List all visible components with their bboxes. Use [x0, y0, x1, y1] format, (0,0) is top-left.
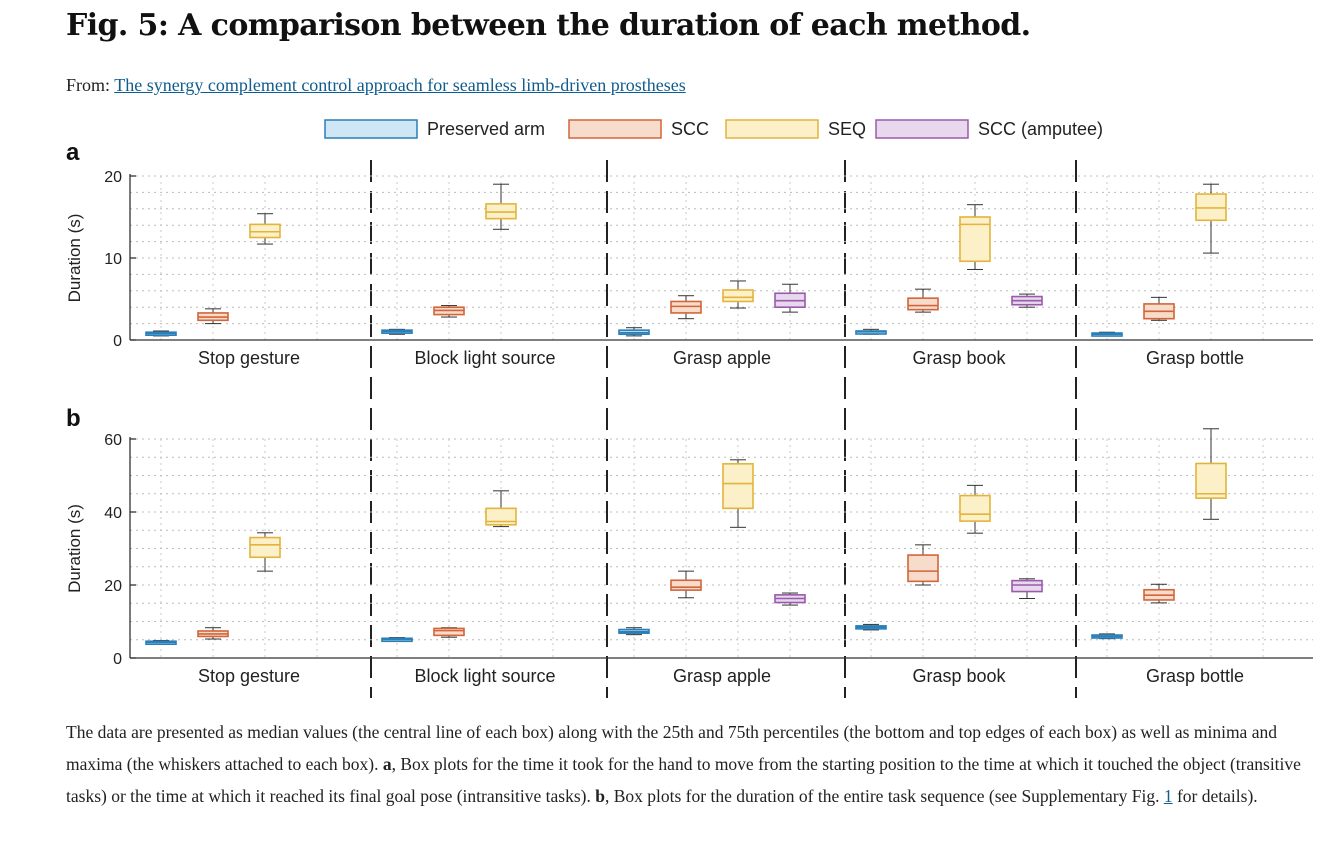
caption-text-4: for details). [1172, 786, 1258, 806]
x-category-label: Grasp bottle [1146, 666, 1244, 686]
box-seq [1195, 462, 1227, 499]
box-seq [959, 494, 991, 522]
caption-text-1: The data are presented as median values … [66, 722, 1277, 774]
figure-chart: Preserved arm SCC SEQ SCC (amputee) a 0 10 20 Du… [65, 119, 1313, 698]
box-seq [722, 463, 754, 510]
legend-swatch-scc [568, 119, 662, 139]
y-axis-label: Duration (s) [65, 214, 84, 303]
box-seq [485, 507, 517, 526]
x-category-label: Stop gesture [198, 666, 300, 686]
caption-panel-a-label: a [382, 754, 392, 774]
box-seq [485, 203, 517, 220]
from-label: From: [66, 75, 111, 95]
caption-text-3: , Box plots for the duration of the enti… [604, 786, 1164, 806]
y-tick-label: 0 [113, 333, 122, 350]
y-tick-label: 0 [113, 651, 122, 668]
supplementary-figure-link[interactable]: 1 [1163, 786, 1173, 806]
x-category-label: Stop gesture [198, 348, 300, 368]
y-axis-label: Duration (s) [65, 504, 84, 593]
figure-title: Fig. 5: A comparison between the duratio… [66, 8, 1031, 43]
legend-swatch-scc-amputee [875, 119, 969, 139]
box-scc [907, 297, 939, 311]
source-line: From: The synergy complement control app… [66, 75, 686, 96]
x-category-label: Grasp apple [673, 348, 771, 368]
box-seq [249, 223, 281, 239]
y-tick-label: 20 [104, 578, 122, 595]
legend-label: SCC [671, 119, 709, 139]
x-category-label: Grasp book [912, 666, 1006, 686]
box-scc [670, 579, 702, 591]
legend-label: Preserved arm [427, 119, 545, 139]
panel-label-b: b [66, 405, 81, 432]
caption-panel-b-label: b [595, 786, 605, 806]
box-scc-amputee [1011, 579, 1043, 593]
box-seq [249, 536, 281, 559]
x-category-label: Grasp bottle [1146, 348, 1244, 368]
legend-label: SCC (amputee) [978, 119, 1103, 139]
y-tick-label: 40 [104, 505, 122, 522]
legend-swatch-preserved-arm [324, 119, 418, 139]
box-scc [670, 300, 702, 314]
caption-text-2: , Box plots for the time it took for the… [66, 754, 1301, 806]
box-scc [433, 627, 465, 637]
x-category-label: Grasp apple [673, 666, 771, 686]
legend-label: SEQ [828, 119, 866, 139]
y-tick-label: 10 [104, 251, 122, 268]
source-article-link[interactable]: The synergy complement control approach … [114, 75, 686, 95]
box-seq [722, 289, 754, 303]
y-tick-label: 60 [104, 432, 122, 449]
box-seq [1195, 193, 1227, 222]
y-tick-label: 20 [104, 169, 122, 186]
x-category-label: Grasp book [912, 348, 1006, 368]
legend-swatch-seq [725, 119, 819, 139]
x-category-label: Block light source [414, 348, 555, 368]
figure-caption: The data are presented as median values … [66, 716, 1311, 812]
box-scc [907, 554, 939, 583]
panel-label-a: a [66, 139, 80, 166]
x-category-label: Block light source [414, 666, 555, 686]
